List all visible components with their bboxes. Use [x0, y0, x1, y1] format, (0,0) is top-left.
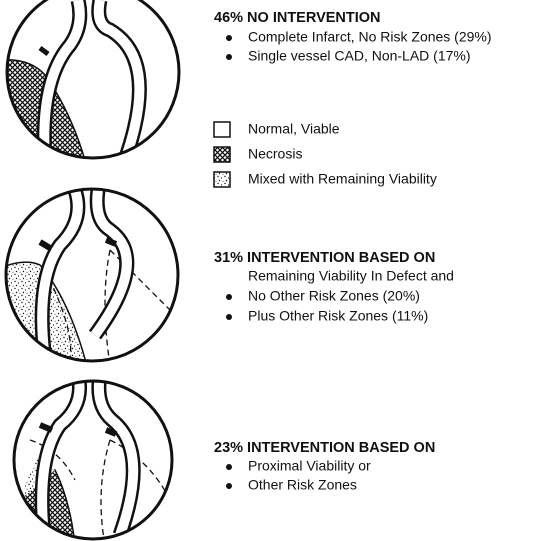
bullet-text: Single vessel CAD, Non-LAD (17%): [248, 48, 471, 64]
intro-text: Remaining Viability In Defect and: [248, 268, 454, 284]
bullet-text: No Other Risk Zones (20%): [248, 288, 420, 304]
bullet: [226, 483, 232, 489]
heading: 46% NO INTERVENTION: [214, 10, 381, 26]
bullet-text: Other Risk Zones: [248, 477, 357, 493]
bullet: [226, 464, 232, 470]
bullet-text: Complete Infarct, No Risk Zones (29%): [248, 29, 492, 45]
legend-label: Necrosis: [248, 146, 302, 162]
legend-label: Normal, Viable: [248, 121, 340, 137]
heading: 31% INTERVENTION BASED ON: [214, 250, 435, 266]
legend-swatch: [213, 171, 231, 188]
bullet: [226, 314, 232, 320]
bullet: [226, 35, 232, 41]
bullet: [226, 54, 232, 60]
bullet-text: Plus Other Risk Zones (11%): [248, 308, 428, 324]
legend-label: Mixed with Remaining Viability: [248, 171, 437, 187]
bullet-text: Proximal Viability or: [248, 458, 371, 474]
bullet: [226, 294, 232, 300]
legend-swatch: [213, 121, 231, 138]
heart-diagram: [12, 379, 174, 541]
heading: 23% INTERVENTION BASED ON: [214, 440, 435, 456]
heart-diagram: [4, 187, 180, 363]
heart-diagram: [5, 0, 181, 160]
legend-swatch: [213, 146, 231, 163]
